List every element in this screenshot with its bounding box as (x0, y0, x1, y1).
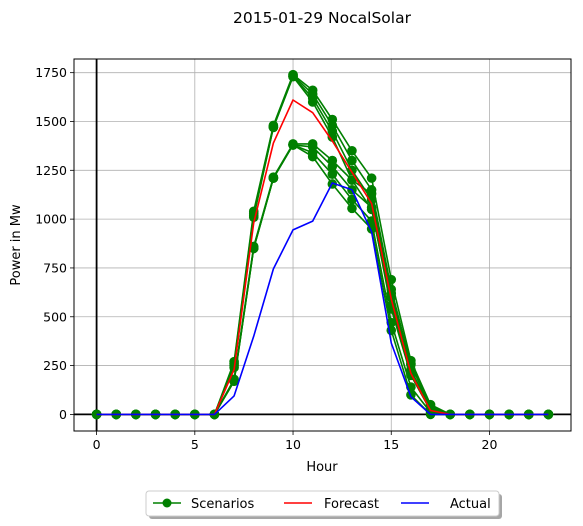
axis-ticks: 0 5 10 15 20 0 250 500 750 1000 1250 1500 1750 (35, 65, 497, 452)
y-tick-label: 1250 (35, 163, 67, 178)
legend-box (145, 490, 500, 517)
y-tick-label: 750 (43, 260, 67, 275)
plot-frame (73, 58, 572, 432)
x-tick-label: 0 (93, 437, 101, 452)
y-tick-label: 0 (59, 407, 67, 422)
x-tick-label: 20 (482, 437, 498, 452)
y-tick-label: 1750 (35, 65, 67, 80)
scenario-point (327, 161, 338, 172)
legend-actual-label: Actual (450, 497, 491, 512)
x-tick-label: 5 (191, 437, 199, 452)
x-axis-label: Hour (306, 460, 338, 475)
scenario-point (386, 274, 397, 285)
legend-scenarios-label: Scenarios (191, 497, 255, 512)
scenario-line (96, 144, 549, 416)
scenario-point (347, 194, 357, 205)
scenario-point (347, 175, 357, 185)
scenario-point (347, 155, 357, 166)
scenario-point (307, 151, 318, 162)
actual-line (96, 182, 549, 416)
scenario-point (543, 409, 554, 420)
scenario-point (268, 122, 279, 133)
y-tick-label: 1500 (35, 114, 67, 129)
legend-scenarios-marker (162, 498, 172, 508)
y-axis-label: Power in Mw (9, 204, 24, 286)
scenario-point (347, 145, 357, 156)
y-tick-label: 500 (43, 309, 67, 324)
x-tick-label: 15 (383, 437, 399, 452)
scenario-line (96, 144, 549, 416)
legend: Scenarios Forecast Actual (145, 490, 502, 519)
scenario-point (327, 132, 338, 142)
scenario-line (96, 143, 549, 416)
scenario-point (366, 173, 377, 183)
chart-title: 2015-01-29 NocalSolar (233, 9, 412, 27)
forecast-line (96, 99, 549, 416)
scenario-point (229, 376, 239, 387)
scenario-point (91, 409, 102, 420)
scenario-point (268, 173, 279, 183)
scenario-point (366, 188, 377, 199)
x-tick-label: 10 (285, 437, 301, 452)
scenario-point (288, 71, 298, 82)
scenario-point (307, 97, 318, 107)
legend-forecast-label: Forecast (324, 497, 379, 512)
y-tick-label: 1000 (35, 212, 67, 227)
scenario-point (347, 203, 357, 214)
plot-area (74, 59, 571, 431)
scenario-point (288, 140, 298, 150)
scenario-point (327, 169, 338, 180)
y-tick-label: 250 (43, 358, 67, 373)
scenario-line (96, 144, 549, 416)
